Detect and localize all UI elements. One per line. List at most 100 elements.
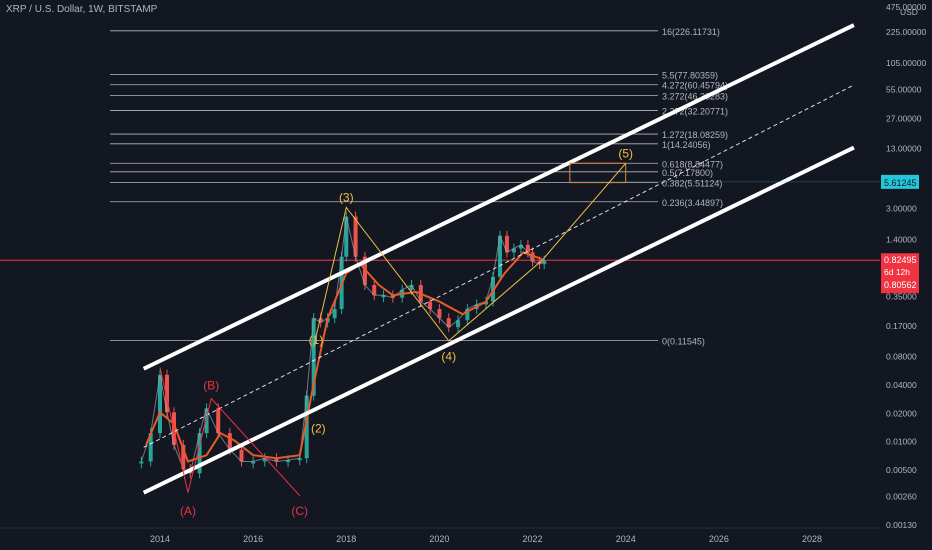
wave-path-correction[interactable] xyxy=(159,367,301,497)
wave-label: (4) xyxy=(441,349,456,363)
fib-label: 1(14.24056) xyxy=(662,140,711,150)
candle-body xyxy=(409,285,414,290)
price-tick-label: 0.08000 xyxy=(886,352,917,362)
price-line xyxy=(140,216,545,475)
fib-label: 0.5(7.17800) xyxy=(662,168,713,178)
price-tick-label: 0.17000 xyxy=(886,321,917,331)
time-tick-label: 2016 xyxy=(243,534,263,544)
candle-body xyxy=(304,395,309,459)
channel-upper-line[interactable] xyxy=(142,23,855,371)
candle-body xyxy=(139,461,144,464)
price-tick-label: 475.00000 xyxy=(886,2,926,12)
fib-label: 2.272(32.20771) xyxy=(662,106,728,116)
trend-channel[interactable] xyxy=(142,23,855,495)
candle-body xyxy=(251,461,256,464)
current-price-label: 0.82495 xyxy=(884,255,917,265)
fib-label: 0(0.11545) xyxy=(662,337,705,347)
price-tick-label: 3.00000 xyxy=(886,203,917,213)
candle-body xyxy=(311,318,316,396)
candle-body xyxy=(390,295,395,298)
candle-body xyxy=(181,444,186,469)
candle-body xyxy=(204,408,209,434)
candle-body xyxy=(456,320,461,328)
candle-body xyxy=(504,235,509,253)
price-tick-label: 55.00000 xyxy=(886,85,922,95)
fib-label: 0.382(5.51124) xyxy=(662,179,722,189)
candle-body xyxy=(164,374,169,413)
price-axis[interactable]: 475.00000 225.00000 105.00000 55.00000 27.00… xyxy=(880,0,932,550)
candle-body xyxy=(542,260,547,265)
time-tick-label: 2024 xyxy=(616,534,636,544)
candle-body xyxy=(511,248,516,253)
candle-body xyxy=(297,458,302,461)
price-tick-label: 0.00130 xyxy=(886,520,917,530)
current-price-badge[interactable] xyxy=(881,253,919,294)
price-unit-label: USD xyxy=(900,7,918,17)
time-tick-label: 2020 xyxy=(429,534,449,544)
candle-body xyxy=(148,433,153,462)
price-tick-label: 13.00000 xyxy=(886,144,922,154)
wave-label: (3) xyxy=(339,190,354,204)
candle-body xyxy=(518,244,523,249)
candle-body xyxy=(216,408,221,434)
candle-body xyxy=(197,433,202,474)
price-tick-label: 105.00000 xyxy=(886,58,926,68)
fib-label: 5.5(77.80359) xyxy=(662,70,718,80)
candle-body xyxy=(428,301,433,310)
candle-body xyxy=(332,309,337,319)
wave-label: (5) xyxy=(618,146,633,160)
candle-body xyxy=(437,309,442,319)
target-price-badge-label: 5.61245 xyxy=(884,178,917,188)
fib-label: 3.272(46.33283) xyxy=(662,92,728,102)
wave-label: (B) xyxy=(203,379,219,393)
countdown-label: 6d 12h xyxy=(884,267,910,277)
price-tick-label: 0.02000 xyxy=(886,408,917,418)
candle-body xyxy=(484,301,488,305)
wave-label: (1) xyxy=(309,333,324,347)
candle-body xyxy=(353,216,358,257)
wave-path-impulse[interactable] xyxy=(313,162,627,347)
wave-label: (A) xyxy=(180,504,196,518)
candle-body xyxy=(318,318,323,323)
time-tick-label: 2018 xyxy=(336,534,356,544)
target-price-badge[interactable] xyxy=(881,174,919,189)
fib-label: 1.272(18.08259) xyxy=(662,130,728,140)
fib-label: 0.618(8.84477) xyxy=(662,159,723,169)
previous-close-label: 0.80562 xyxy=(884,280,917,290)
candle-body xyxy=(497,235,502,277)
price-tick-label: 0.04000 xyxy=(886,380,917,390)
price-tick-label: 0.01000 xyxy=(886,437,917,447)
price-tick-label: 0.00260 xyxy=(886,492,917,502)
symbol-header: XRP / U.S. Dollar, 1W, BITSTAMP xyxy=(6,4,158,15)
wave-annotations[interactable]: (3) (5) (1) (4) (2) (B) (A) (C) xyxy=(159,146,880,518)
moving-average-line xyxy=(145,251,543,463)
candle-body xyxy=(262,458,267,462)
fib-label: 4.272(60.45794) xyxy=(662,81,728,91)
time-tick-label: 2026 xyxy=(709,534,729,544)
time-tick-label: 2022 xyxy=(523,534,543,544)
time-axis[interactable]: 2014 2016 2018 2020 2022 2024 2026 2028 xyxy=(0,527,880,544)
target-box[interactable] xyxy=(569,162,627,184)
candle-body xyxy=(344,216,349,257)
price-tick-label: 1.40000 xyxy=(886,235,917,245)
price-tick-label: 225.00000 xyxy=(886,27,926,37)
candle-body xyxy=(530,252,535,262)
time-tick-label: 2028 xyxy=(802,534,822,544)
time-tick-label: 2014 xyxy=(150,534,170,544)
candle-body xyxy=(286,460,291,463)
candle-body xyxy=(525,244,530,253)
price-tick-label: 0.35000 xyxy=(886,291,917,301)
channel-lower-line[interactable] xyxy=(142,145,855,495)
candle-body xyxy=(465,309,470,321)
fib-label: 0.236(3.44897) xyxy=(662,198,723,208)
price-tick-label: 27.00000 xyxy=(886,114,922,124)
candle-body xyxy=(274,458,279,462)
candle-body xyxy=(372,285,377,296)
fib-label: 16(226.11731) xyxy=(662,27,720,37)
candle-body xyxy=(381,295,386,298)
candle-body xyxy=(158,374,162,434)
candle-body xyxy=(239,449,244,462)
candle-body xyxy=(446,318,451,328)
